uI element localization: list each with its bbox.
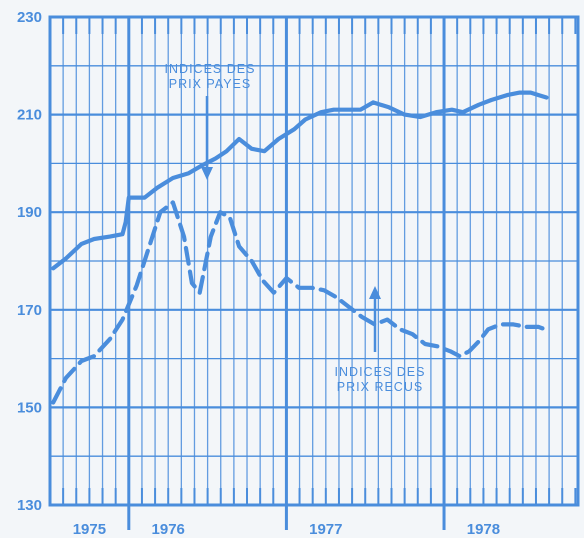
y-tick-label: 190 <box>17 204 42 221</box>
y-tick-label: 170 <box>17 302 42 319</box>
axis-labels: 130 150 170 190 210 230 1975 1976 1977 1978 <box>17 9 500 538</box>
x-tick-label: 1976 <box>152 521 185 538</box>
plot-series <box>51 90 549 405</box>
y-tick-label: 130 <box>17 497 42 514</box>
annotation-label: INDICES DES <box>335 365 426 379</box>
series-line-1 <box>51 200 547 405</box>
x-tick-label: 1975 <box>73 521 106 538</box>
y-tick-label: 230 <box>17 9 42 26</box>
annotation-arrowhead <box>201 167 213 180</box>
annotation-label: PRIX RECUS <box>337 380 423 394</box>
grid <box>48 15 580 530</box>
series-line-0 <box>51 90 549 271</box>
y-tick-label: 210 <box>17 107 42 124</box>
y-tick-label: 150 <box>17 399 42 416</box>
annotation-arrowhead <box>369 286 381 299</box>
annotation-label: INDICES DES <box>165 62 256 76</box>
x-tick-label: 1977 <box>309 521 342 538</box>
x-tick-label: 1978 <box>467 521 500 538</box>
plot-frame <box>48 15 580 507</box>
annotation-label: PRIX PAYES <box>169 77 251 91</box>
